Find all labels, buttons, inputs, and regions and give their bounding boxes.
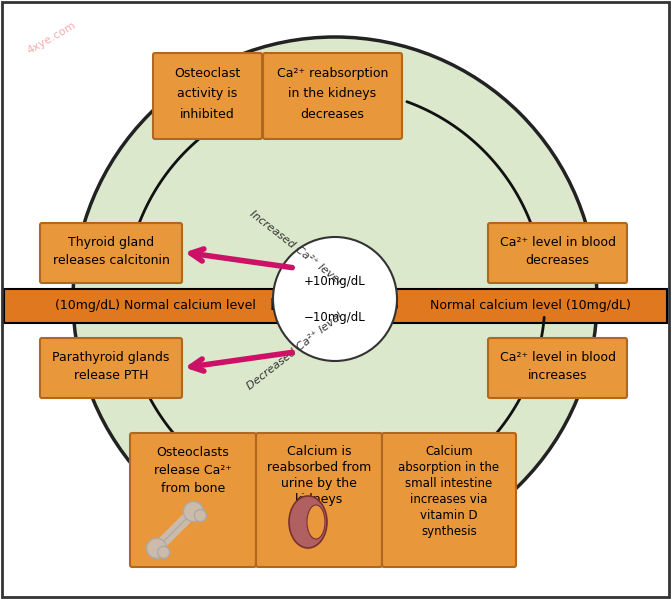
FancyBboxPatch shape <box>263 53 402 139</box>
Circle shape <box>183 501 203 522</box>
Circle shape <box>147 539 166 558</box>
Text: Osteoclast: Osteoclast <box>174 66 241 80</box>
FancyBboxPatch shape <box>40 338 182 398</box>
Text: Ca²⁺ level in blood: Ca²⁺ level in blood <box>499 235 615 249</box>
Text: release Ca²⁺: release Ca²⁺ <box>154 464 232 477</box>
Text: small intestine: small intestine <box>405 477 493 490</box>
Text: decreases: decreases <box>525 254 589 267</box>
Ellipse shape <box>289 496 327 548</box>
Text: release PTH: release PTH <box>74 369 148 382</box>
Text: urine by the: urine by the <box>281 477 357 490</box>
Text: Parathyroid glands: Parathyroid glands <box>52 350 170 364</box>
Text: HOMEOSTASIS: HOMEOSTASIS <box>270 298 400 313</box>
Text: decreases: decreases <box>301 108 364 121</box>
FancyBboxPatch shape <box>40 223 182 283</box>
Text: Ca²⁺ reabsorption: Ca²⁺ reabsorption <box>277 66 389 80</box>
Text: kidneys: kidneys <box>295 493 343 506</box>
Text: releases calcitonin: releases calcitonin <box>52 254 170 267</box>
Text: (10mg/dL) Normal calcium level: (10mg/dL) Normal calcium level <box>54 300 256 313</box>
Text: increases via: increases via <box>410 493 488 506</box>
Text: +10mg/dL: +10mg/dL <box>304 274 366 288</box>
FancyBboxPatch shape <box>153 53 262 139</box>
Text: synthesis: synthesis <box>421 525 477 538</box>
FancyBboxPatch shape <box>488 223 627 283</box>
Text: absorption in the: absorption in the <box>399 461 500 474</box>
FancyBboxPatch shape <box>256 433 382 567</box>
Text: −10mg/dL: −10mg/dL <box>304 310 366 323</box>
Text: in the kidneys: in the kidneys <box>289 87 376 101</box>
Circle shape <box>273 237 397 361</box>
Ellipse shape <box>307 505 325 539</box>
FancyBboxPatch shape <box>382 433 516 567</box>
Text: from bone: from bone <box>161 482 225 495</box>
Circle shape <box>73 37 597 561</box>
Text: inhibited: inhibited <box>180 108 235 121</box>
Text: activity is: activity is <box>177 87 238 101</box>
Circle shape <box>158 546 170 558</box>
Text: Ca²⁺ level in blood: Ca²⁺ level in blood <box>499 350 615 364</box>
FancyBboxPatch shape <box>130 433 256 567</box>
Text: vitamin D: vitamin D <box>420 509 478 522</box>
Text: Thyroid gland: Thyroid gland <box>68 235 154 249</box>
FancyBboxPatch shape <box>488 338 627 398</box>
Text: Normal calcium level (10mg/dL): Normal calcium level (10mg/dL) <box>429 300 631 313</box>
Text: Calcium: Calcium <box>425 445 473 458</box>
Text: 4xye.com: 4xye.com <box>26 20 78 56</box>
Text: Calcium is: Calcium is <box>287 445 351 458</box>
Circle shape <box>195 510 207 522</box>
Text: reabsorbed from: reabsorbed from <box>267 461 371 474</box>
Text: increases: increases <box>528 369 587 382</box>
Text: Decreased Ca²⁺ level: Decreased Ca²⁺ level <box>246 311 345 391</box>
Bar <box>4 289 667 323</box>
Text: Increased Ca²⁺ level: Increased Ca²⁺ level <box>248 208 343 286</box>
Text: Osteoclasts: Osteoclasts <box>156 446 229 459</box>
